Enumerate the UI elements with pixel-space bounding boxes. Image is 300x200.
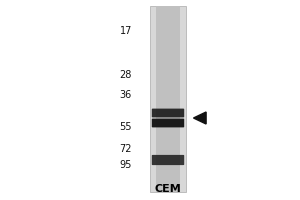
Text: 28: 28	[120, 70, 132, 80]
Bar	[150, 6, 186, 192]
Text: 17: 17	[120, 26, 132, 36]
Text: 72: 72	[119, 144, 132, 154]
Text: 55: 55	[119, 122, 132, 132]
FancyBboxPatch shape	[152, 155, 184, 165]
Polygon shape	[194, 112, 206, 124]
Text: 36: 36	[120, 90, 132, 100]
Bar	[156, 6, 180, 192]
Text: CEM: CEM	[154, 184, 182, 194]
FancyBboxPatch shape	[152, 109, 184, 117]
FancyBboxPatch shape	[152, 119, 184, 127]
Text: 95: 95	[120, 160, 132, 170]
